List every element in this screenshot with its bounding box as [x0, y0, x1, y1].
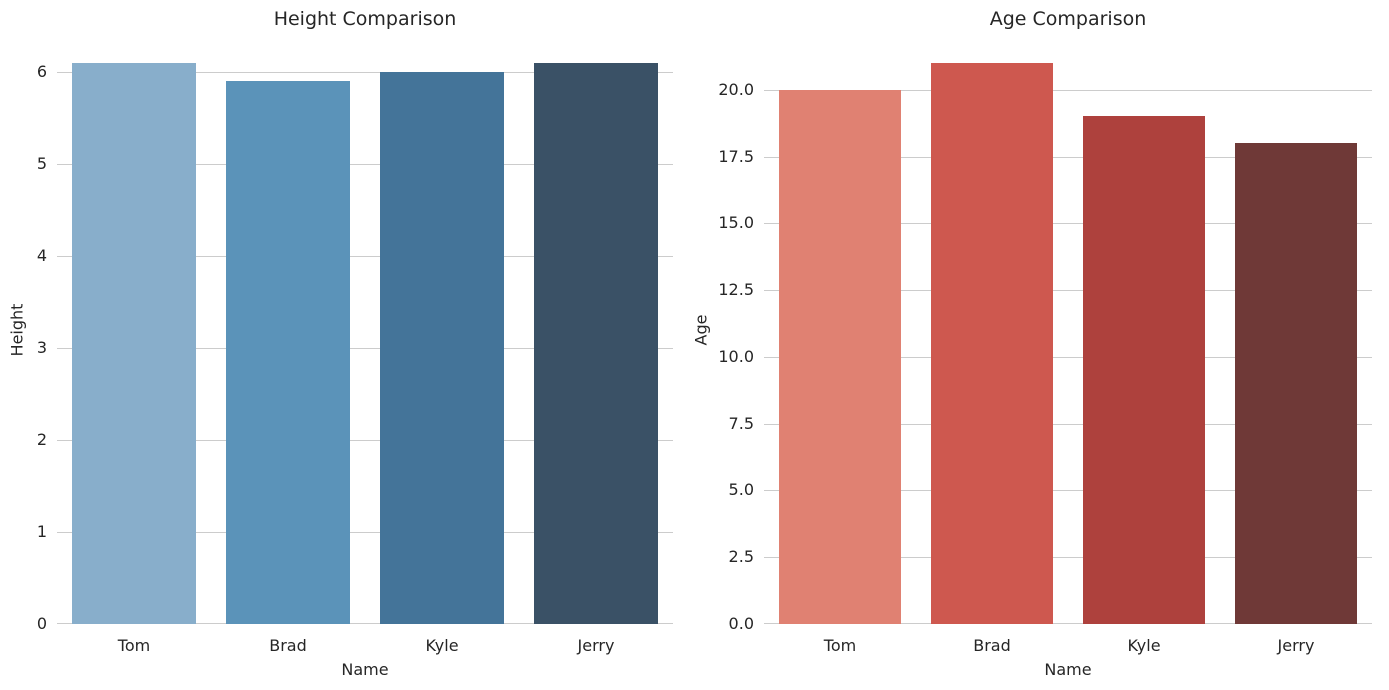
y-tick-label: 1 — [36, 522, 47, 542]
gridline — [57, 348, 673, 350]
gridline — [57, 256, 673, 258]
bar-brad — [931, 63, 1053, 624]
bar-jerry — [1235, 143, 1357, 624]
gridline — [764, 89, 1372, 91]
y-tick-label: 12.5 — [718, 280, 754, 300]
gridline — [57, 440, 673, 442]
gridline — [764, 223, 1372, 225]
x-tick-label: Jerry — [1277, 636, 1315, 655]
y-tick-label: 17.5 — [718, 146, 754, 166]
age-chart-y-axis-label: Age — [691, 314, 711, 346]
x-tick-label: Tom — [823, 636, 857, 655]
y-tick-label: 0.0 — [728, 614, 754, 633]
gridline — [764, 156, 1372, 158]
bar-jerry — [534, 63, 658, 624]
bar-tom — [72, 63, 196, 624]
gridline — [57, 623, 673, 624]
y-tick-label: 7.5 — [728, 413, 754, 433]
y-tick-label: 4 — [36, 246, 47, 266]
y-tick-label: 2 — [36, 430, 47, 450]
gridline — [764, 557, 1372, 559]
y-tick-label: 2.5 — [728, 547, 754, 567]
height-chart-x-axis-label: Name — [341, 660, 389, 679]
y-tick-label: 6 — [36, 62, 47, 82]
x-tick-label: Kyle — [425, 636, 459, 655]
gridline — [764, 356, 1372, 358]
bar-brad — [226, 81, 350, 624]
y-tick-label: 0 — [36, 614, 47, 633]
bar-tom — [779, 89, 901, 624]
gridline — [764, 290, 1372, 292]
x-tick-label: Tom — [117, 636, 151, 655]
gridline — [57, 72, 673, 74]
height-chart-y-axis-label: Height — [7, 303, 27, 357]
y-tick-label: 20.0 — [718, 79, 754, 99]
x-tick-label: Jerry — [577, 636, 615, 655]
age-chart-plot: 0.0 2.5 5.0 7.5 10.0 12.5 15.0 17.5 20.0 Tom Brad K… — [718, 35, 1372, 655]
bar-kyle — [380, 72, 504, 624]
gridline — [764, 623, 1372, 624]
x-tick-label: Kyle — [1127, 636, 1161, 655]
gridline — [57, 532, 673, 534]
y-tick-label: 10.0 — [718, 346, 754, 366]
y-tick-label: 3 — [36, 338, 47, 358]
y-tick-label: 15.0 — [718, 213, 754, 233]
y-tick-label: 5.0 — [728, 480, 754, 500]
gridline — [764, 423, 1372, 425]
bar-kyle — [1083, 116, 1205, 624]
age-chart-x-axis-label: Name — [1044, 660, 1092, 679]
x-tick-label: Brad — [973, 636, 1011, 655]
gridline — [764, 490, 1372, 492]
height-chart-plot: 0 1 2 3 4 5 6 Tom Brad Kyle Jerry — [37, 35, 673, 655]
gridline — [57, 164, 673, 166]
age-chart-title: Age Comparison — [989, 8, 1147, 30]
x-tick-label: Brad — [269, 636, 307, 655]
height-chart-title: Height Comparison — [273, 8, 457, 30]
y-tick-label: 5 — [36, 154, 47, 174]
